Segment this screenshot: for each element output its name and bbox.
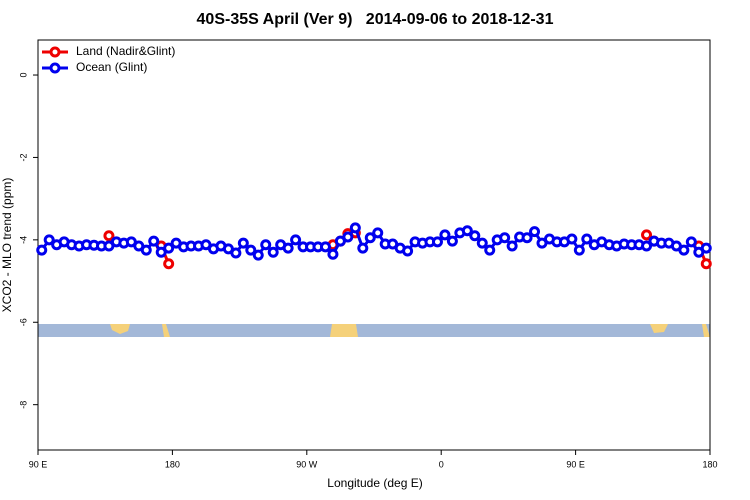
- point: [484, 244, 496, 256]
- point: [566, 233, 578, 245]
- y-tick-label: 0: [18, 73, 28, 78]
- point: [237, 237, 249, 249]
- point: [700, 242, 712, 254]
- point: [230, 247, 242, 259]
- point: [163, 258, 175, 270]
- x-tick-label: 90 W: [296, 459, 318, 469]
- land-patch: [110, 324, 130, 334]
- point: [282, 242, 294, 254]
- x-tick-label: 90 E: [566, 459, 585, 469]
- point: [461, 225, 473, 237]
- point: [521, 232, 533, 244]
- y-tick-label: -2: [18, 153, 28, 161]
- point: [573, 244, 585, 256]
- point: [267, 246, 279, 258]
- x-tick-label: 90 E: [29, 459, 48, 469]
- point: [439, 229, 451, 241]
- land-mask: [38, 324, 710, 337]
- point: [431, 236, 443, 248]
- point: [319, 241, 331, 253]
- legend-marker: [49, 62, 61, 74]
- point: [163, 242, 175, 254]
- land-patch: [330, 324, 358, 337]
- point: [678, 244, 690, 256]
- point: [342, 231, 354, 243]
- point: [402, 245, 414, 257]
- point: [290, 234, 302, 246]
- point: [446, 235, 458, 247]
- x-tick-label: 180: [702, 459, 717, 469]
- point: [252, 249, 264, 261]
- point: [349, 222, 361, 234]
- x-tick-label: 180: [165, 459, 180, 469]
- ocean-band: [38, 324, 710, 337]
- x-tick-label: 0: [439, 459, 444, 469]
- legend-marker: [49, 46, 61, 58]
- point: [140, 244, 152, 256]
- legend-label: Land (Nadir&Glint): [76, 44, 175, 58]
- x-axis-label: Longitude (deg E): [327, 476, 422, 490]
- point: [641, 229, 653, 241]
- y-axis-label: XCO2 - MLO trend (ppm): [0, 178, 14, 313]
- point: [476, 237, 488, 249]
- point: [506, 240, 518, 252]
- chart-title: 40S-35S April (Ver 9) 2014-09-06 to 2018…: [197, 11, 554, 28]
- point: [499, 232, 511, 244]
- point: [327, 248, 339, 260]
- point: [469, 230, 481, 242]
- land-patch: [650, 324, 668, 333]
- land-patch: [162, 324, 170, 337]
- y-tick-label: -6: [18, 318, 28, 326]
- land-patch: [702, 324, 710, 337]
- point: [148, 235, 160, 247]
- point: [364, 232, 376, 244]
- y-tick-label: -4: [18, 236, 28, 244]
- y-tick-label: -8: [18, 401, 28, 409]
- point: [260, 239, 272, 251]
- point: [581, 233, 593, 245]
- point: [103, 230, 115, 242]
- point: [245, 244, 257, 256]
- point: [641, 240, 653, 252]
- point: [43, 234, 55, 246]
- point: [685, 236, 697, 248]
- point: [357, 242, 369, 254]
- legend-label: Ocean (Glint): [76, 60, 147, 74]
- point: [372, 227, 384, 239]
- point: [529, 226, 541, 238]
- point: [700, 258, 712, 270]
- point: [36, 244, 48, 256]
